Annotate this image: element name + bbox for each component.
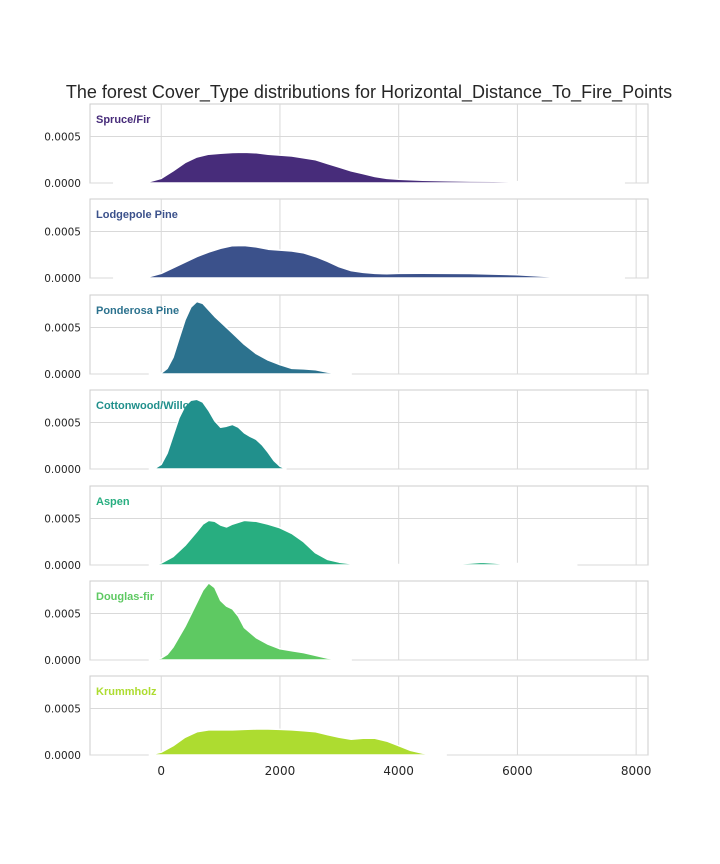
density-area-cottonwood-willow <box>148 398 287 470</box>
panel-spruce-fir: 0.0000 0.0005 Spruce/Fir <box>44 103 649 190</box>
row-label-lodgepole-pine: Lodgepole Pine <box>96 209 178 221</box>
panel-krummholz: 0.0000 0.0005 Krummholz <box>44 675 649 762</box>
y-tick-label: 0.0000 <box>44 369 81 381</box>
y-tick-label: 0.0005 <box>44 704 81 716</box>
y-tick-label: 0.0005 <box>44 132 81 144</box>
y-tick-label: 0.0000 <box>44 750 81 762</box>
y-tick-label: 0.0005 <box>44 227 81 239</box>
row-label-krummholz: Krummholz <box>96 686 157 698</box>
panel-ponderosa-pine: 0.0000 0.0005 Ponderosa Pine <box>44 294 649 381</box>
y-tick-label: 0.0005 <box>44 514 81 526</box>
chart-title: The forest Cover_Type distributions for … <box>66 82 672 103</box>
y-tick-label: 0.0000 <box>44 464 81 476</box>
y-tick-label: 0.0005 <box>44 418 81 430</box>
row-label-aspen: Aspen <box>96 496 130 508</box>
x-tick-label: 0 <box>157 764 165 778</box>
density-area-ponderosa-pine <box>148 300 352 375</box>
density-area-douglas-fir <box>148 582 352 661</box>
y-tick-label: 0.0000 <box>44 655 81 667</box>
x-tick-label: 2000 <box>265 764 296 778</box>
y-tick-label: 0.0000 <box>44 273 81 285</box>
row-label-spruce-fir: Spruce/Fir <box>96 114 151 126</box>
panel-frame <box>89 485 649 566</box>
panel-lodgepole-pine: 0.0000 0.0005 Lodgepole Pine <box>44 198 649 285</box>
x-tick-label: 4000 <box>383 764 414 778</box>
y-tick-label: 0.0005 <box>44 323 81 335</box>
panel-aspen: 0.0000 0.0005 Aspen <box>44 485 649 572</box>
y-tick-label: 0.0000 <box>44 178 81 190</box>
x-tick-label: 8000 <box>621 764 652 778</box>
density-area-krummholz <box>148 728 447 756</box>
x-tick-label: 6000 <box>502 764 533 778</box>
density-area-spruce-fir <box>112 151 626 184</box>
density-area-lodgepole-pine <box>112 244 626 279</box>
panel-douglas-fir: 0.0000 0.0005 Douglas-fir <box>44 580 649 667</box>
y-tick-label: 0.0005 <box>44 609 81 621</box>
row-label-douglas-fir: Douglas-fir <box>96 591 155 603</box>
row-label-ponderosa-pine: Ponderosa Pine <box>96 305 179 317</box>
y-tick-label: 0.0000 <box>44 560 81 572</box>
row-label-cottonwood-willow: Cottonwood/Willow <box>96 400 198 412</box>
panel-cottonwood-willow: 0.0000 0.0005 Cottonwood/Willow <box>44 389 649 476</box>
density-area-aspen <box>148 519 578 566</box>
